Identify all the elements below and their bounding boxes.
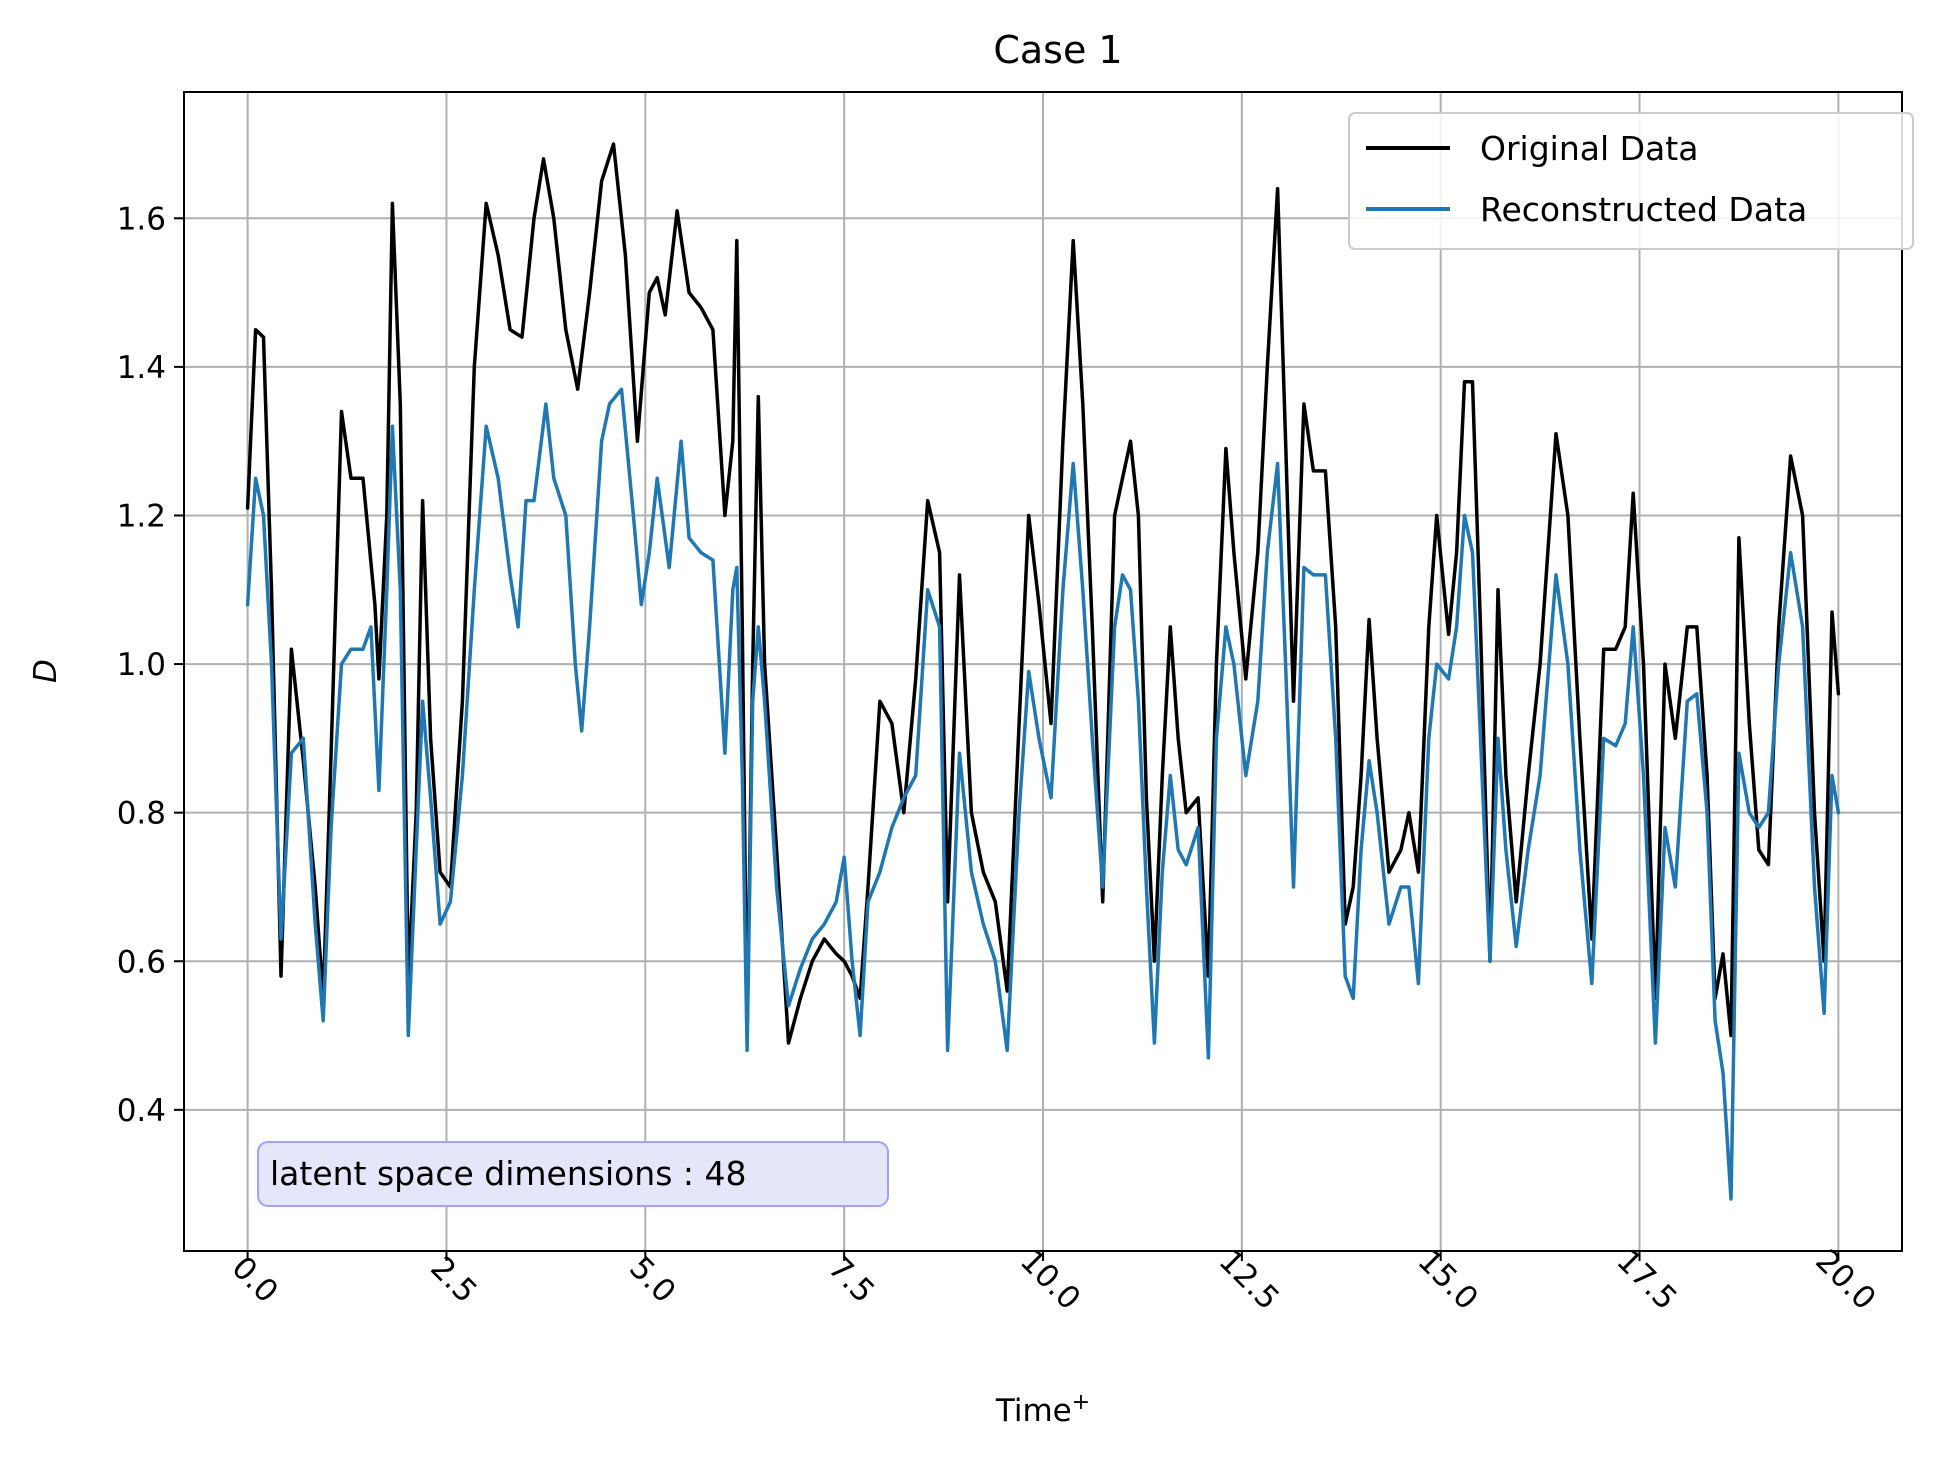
y-tick-label: 1.0 [117,647,166,683]
y-tick-label: 0.4 [117,1093,166,1129]
chart-title: Case 1 [993,28,1122,72]
legend-label-reconstructed: Reconstructed Data [1480,190,1807,229]
x-tick-label: 12.5 [1212,1243,1286,1317]
y-axis-ticks: 0.4 0.6 0.8 1.0 1.2 1.4 1.6 [117,201,184,1129]
y-tick-label: 1.6 [117,201,166,237]
x-axis-label-text: Time [995,1393,1072,1429]
x-axis-label-superscript: + [1072,1390,1090,1415]
annotation-text: latent space dimensions : 48 [270,1154,747,1193]
x-tick-label: 17.5 [1609,1243,1683,1317]
y-tick-label: 0.8 [117,796,166,832]
legend: Original Data Reconstructed Data [1348,112,1914,250]
x-axis-ticks: 0.0 2.5 5.0 7.5 10.0 12.5 15.0 17.5 20.0 [225,1243,1883,1317]
series-line-original [245,142,1841,1045]
annotation-background [257,1141,889,1207]
series-lines [245,142,1841,1201]
y-axis-label: D [28,659,64,683]
legend-label-original: Original Data [1480,129,1698,168]
y-tick-label: 0.6 [117,944,166,980]
legend-box [1348,112,1914,250]
x-tick-label: 7.5 [821,1250,881,1310]
annotation-box: latent space dimensions : 48 [257,1141,889,1207]
x-tick-label: 2.5 [423,1250,483,1310]
y-tick-label: 1.2 [117,498,166,534]
x-tick-label: 20.0 [1808,1243,1882,1317]
grid-lines [184,92,1902,1251]
series-line-reconstructed [245,387,1841,1201]
x-tick-label: 5.0 [622,1250,682,1310]
x-tick-label: 15.0 [1411,1243,1485,1317]
x-tick-label: 10.0 [1013,1243,1087,1317]
x-axis-label: Time+ [995,1390,1090,1429]
x-tick-label: 0.0 [225,1250,285,1310]
y-tick-label: 1.4 [117,350,166,386]
